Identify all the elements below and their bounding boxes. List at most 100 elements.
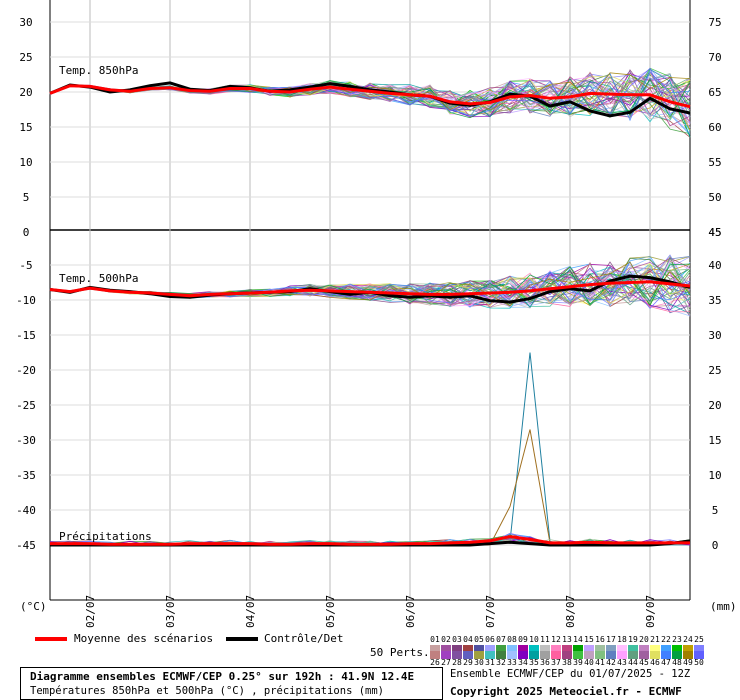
pert-swatch <box>650 651 660 659</box>
y-left-tick: -20 <box>16 364 36 377</box>
y-right-tick: 15 <box>708 434 721 447</box>
pert-number: 24 <box>683 635 693 644</box>
pert-swatch <box>661 651 671 659</box>
pert-swatch <box>463 645 473 653</box>
label-temp-850: Temp. 850hPa <box>59 64 138 77</box>
pert-swatch <box>628 645 638 653</box>
pert-number: 49 <box>683 658 693 667</box>
pert-swatch <box>606 645 616 653</box>
y-right-tick: 5 <box>712 504 719 517</box>
pert-number: 48 <box>672 658 682 667</box>
pert-number: 23 <box>672 635 682 644</box>
y-left-tick: 25 <box>19 51 32 64</box>
y-right-tick: 40 <box>708 259 721 272</box>
pert-swatch <box>562 645 572 653</box>
pert-number: 09 <box>518 635 528 644</box>
precip-member-line <box>50 352 690 546</box>
pert-number: 06 <box>485 635 495 644</box>
pert-swatch <box>595 645 605 653</box>
y-right-tick: 50 <box>708 191 721 204</box>
pert-swatch <box>540 645 550 653</box>
pert-number: 43 <box>617 658 627 667</box>
pert-number: 05 <box>474 635 484 644</box>
y-right-tick: 55 <box>708 156 721 169</box>
pert-swatch <box>694 651 704 659</box>
pert-number: 27 <box>441 658 451 667</box>
pert-swatch <box>694 645 704 653</box>
pert-number: 47 <box>661 658 671 667</box>
pert-number: 01 <box>430 635 440 644</box>
pert-number: 45 <box>639 658 649 667</box>
pert-number: 26 <box>430 658 440 667</box>
pert-swatch <box>474 645 484 653</box>
pert-number: 32 <box>496 658 506 667</box>
pert-number: 28 <box>452 658 462 667</box>
pert-number: 29 <box>463 658 473 667</box>
y-left-tick: 5 <box>23 191 30 204</box>
control-legend-swatch <box>226 637 258 641</box>
pert-number: 13 <box>562 635 572 644</box>
copyright: Copyright 2025 Meteociel.fr - ECMWF <box>450 685 682 698</box>
pert-swatch <box>584 645 594 653</box>
mean-legend-label: Moyenne des scénarios <box>74 632 214 645</box>
y-right-tick: 0 <box>712 539 719 552</box>
run-info: Ensemble ECMWF/CEP du 01/07/2025 - 12Z <box>450 668 691 680</box>
pert-swatch <box>606 651 616 659</box>
pert-number: 41 <box>595 658 605 667</box>
left-unit-label: (°C) <box>20 600 47 613</box>
pert-number: 02 <box>441 635 451 644</box>
y-left-tick: -30 <box>16 434 36 447</box>
pert-number: 44 <box>628 658 638 667</box>
x-tick-label: 07/07 <box>484 595 497 628</box>
y-left-tick: -45 <box>16 539 36 552</box>
pert-number: 37 <box>551 658 561 667</box>
pert-swatch <box>529 645 539 653</box>
pert-swatch <box>672 645 682 653</box>
precip-member-line <box>50 429 690 546</box>
label-temp-500: Temp. 500hPa <box>59 272 138 285</box>
pert-swatch <box>562 651 572 659</box>
pert-swatch <box>430 651 440 659</box>
y-right-tick: 75 <box>708 16 721 29</box>
pert-swatch <box>672 651 682 659</box>
y-left-tick: -15 <box>16 329 36 342</box>
y-right-tick: 70 <box>708 51 721 64</box>
pert-swatch <box>584 651 594 659</box>
chart-lines <box>49 81 691 547</box>
pert-number: 10 <box>529 635 539 644</box>
pert-swatch <box>474 651 484 659</box>
mean-line <box>49 84 691 109</box>
y-left-tick: 30 <box>19 16 32 29</box>
pert-swatch <box>430 645 440 653</box>
y-left-tick: 10 <box>19 156 32 169</box>
pert-swatch <box>661 645 671 653</box>
right-unit-label: (mm) <box>710 600 737 613</box>
mean-line <box>50 535 690 546</box>
pert-swatch <box>628 651 638 659</box>
pert-swatch <box>441 645 451 653</box>
pert-number: 36 <box>540 658 550 667</box>
pert-swatch <box>485 651 495 659</box>
pert-number: 35 <box>529 658 539 667</box>
pert-number: 42 <box>606 658 616 667</box>
y-left-tick: -35 <box>16 469 36 482</box>
y-right-tick: 65 <box>708 86 721 99</box>
pert-number: 25 <box>694 635 704 644</box>
pert-swatch <box>683 645 693 653</box>
pert-swatch <box>452 645 462 653</box>
pert-number: 11 <box>540 635 550 644</box>
pert-swatch <box>529 651 539 659</box>
y-left-tick: 15 <box>19 121 32 134</box>
pert-swatch <box>617 645 627 653</box>
pert-swatch <box>485 645 495 653</box>
pert-number: 07 <box>496 635 506 644</box>
pert-number: 31 <box>485 658 495 667</box>
pert-swatch <box>595 651 605 659</box>
pert-number: 21 <box>650 635 660 644</box>
y-right-tick: 10 <box>708 469 721 482</box>
y-right-tick: 60 <box>708 121 721 134</box>
pert-swatch <box>496 651 506 659</box>
pert-swatch <box>507 645 517 653</box>
pert-swatch <box>683 651 693 659</box>
y-right-tick: 45 <box>708 226 721 239</box>
